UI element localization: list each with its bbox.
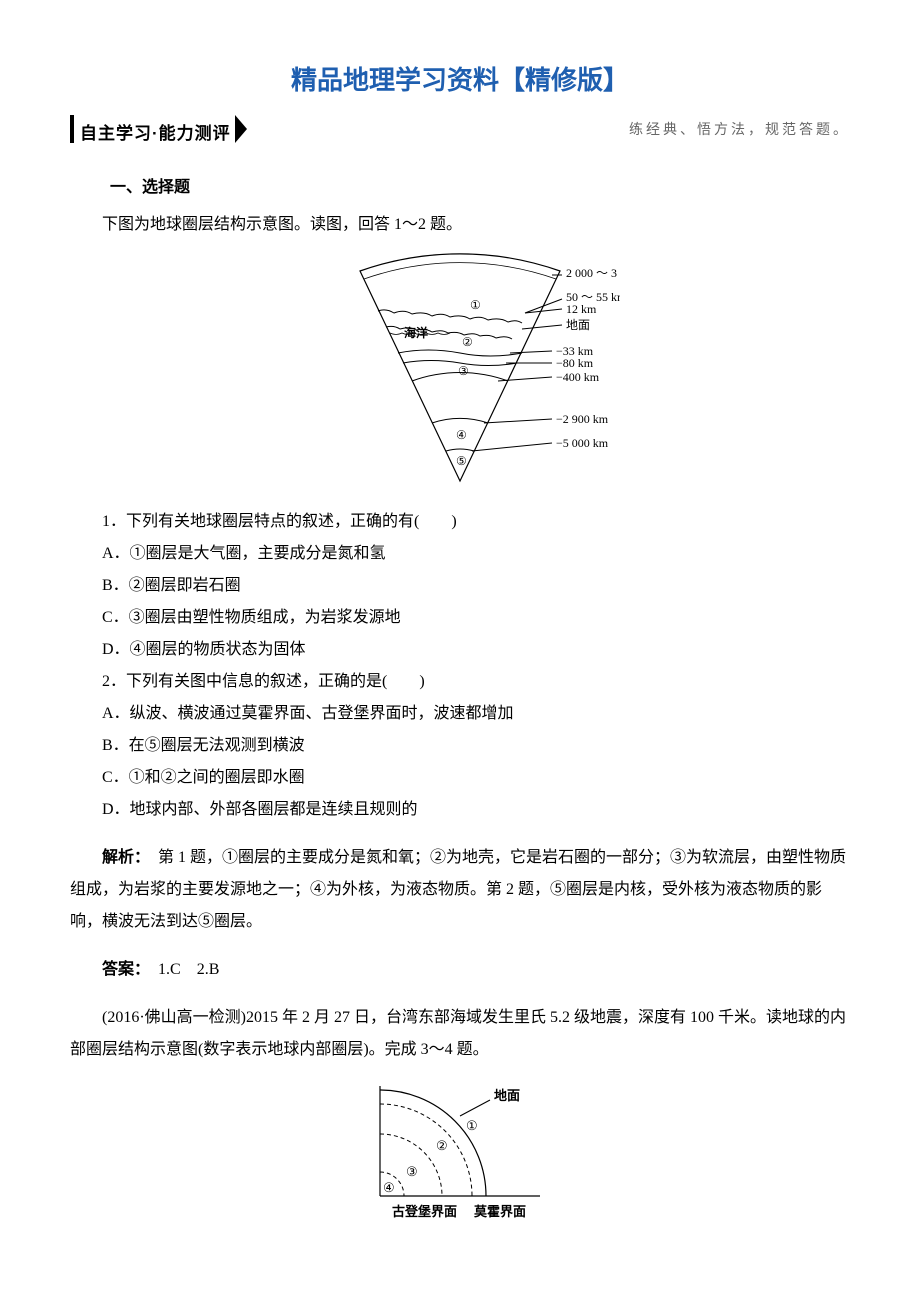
q1-option-a: A．①圈层是大气圈，主要成分是氮和氢 [70,538,850,570]
section-banner: 自主学习·能力测评 练经典、悟方法，规范答题。 [70,115,850,143]
q2-option-c: C．①和②之间的圈层即水圈 [70,762,850,794]
fig1-label-400: −400 km [556,370,600,384]
fig1-label-n2: ② [462,335,473,349]
section-heading-choice: 一、选择题 [110,173,850,197]
fig2-label-surface: 地面 [494,1088,520,1103]
answer-block: 答案： 1.C 2.B [70,954,850,986]
banner-label: 自主学习·能力测评 [80,115,231,143]
fig2-label-n1: ① [466,1118,478,1133]
explanation-label: 解析： [102,849,142,866]
explanation-block: 解析： 第 1 题，①圈层的主要成分是氮和氧；②为地壳，它是岩石圈的一部分；③为… [70,842,850,938]
answer-text: 1.C 2.B [142,961,219,978]
banner-arrow-icon [235,115,247,143]
q1-stem: 1．下列有关地球圈层特点的叙述，正确的有( ) [70,506,850,538]
fig2-label-n3: ③ [406,1164,418,1179]
explanation-text: 第 1 题，①圈层的主要成分是氮和氧；②为地壳，它是岩石圈的一部分；③为软流层，… [70,849,846,930]
fig1-label-surface: 地面 [566,318,590,332]
figure-1-earth-layers: 2 000 ～ 3 000 km 50 ～ 55 km 12 km 地面 −33… [70,251,850,496]
q1-option-c: C．③圈层由塑性物质组成，为岩浆发源地 [70,602,850,634]
fig1-label-n1: ① [470,298,481,312]
figure-2-inner-layers: 地面 ① ② ③ ④ 古登堡界面 莫霍界面 [70,1076,850,1231]
intro-paragraph-2: (2016·佛山高一检测)2015 年 2 月 27 日，台湾东部海域发生里氏 … [70,1002,850,1066]
fig2-label-gut: 古登堡界面 [392,1204,457,1219]
fig1-label-atmosphere: 2 000 ～ 3 000 km [566,266,620,280]
fig1-label-n3: ③ [458,364,469,378]
banner-bar [70,115,74,143]
fig1-label-5000: −5 000 km [556,436,609,450]
fig1-label-80: −80 km [556,356,594,370]
q1-option-b: B．②圈层即岩石圈 [70,570,850,602]
document-title: 精品地理学习资料【精修版】 [70,60,850,97]
q2-stem: 2．下列有关图中信息的叙述，正确的是( ) [70,666,850,698]
q2-option-d: D．地球内部、外部各圈层都是连续且规则的 [70,794,850,826]
intro-paragraph-1: 下图为地球圈层结构示意图。读图，回答 1～2 题。 [70,209,850,241]
fig1-label-ocean: 海洋 [404,325,428,340]
fig2-label-n2: ② [436,1138,448,1153]
q2-option-a: A．纵波、横波通过莫霍界面、古登堡界面时，波速都增加 [70,698,850,730]
answer-label: 答案： [102,961,142,978]
q2-option-b: B．在⑤圈层无法观测到横波 [70,730,850,762]
fig1-label-2900: −2 900 km [556,412,609,426]
fig2-label-moho: 莫霍界面 [473,1204,526,1219]
q1-option-d: D．④圈层的物质状态为固体 [70,634,850,666]
fig1-label-n5: ⑤ [456,454,467,468]
fig1-label-12km: 12 km [566,302,597,316]
banner-caption: 练经典、悟方法，规范答题。 [629,119,850,139]
fig1-label-n4: ④ [456,428,467,442]
fig2-label-n4: ④ [383,1180,395,1195]
